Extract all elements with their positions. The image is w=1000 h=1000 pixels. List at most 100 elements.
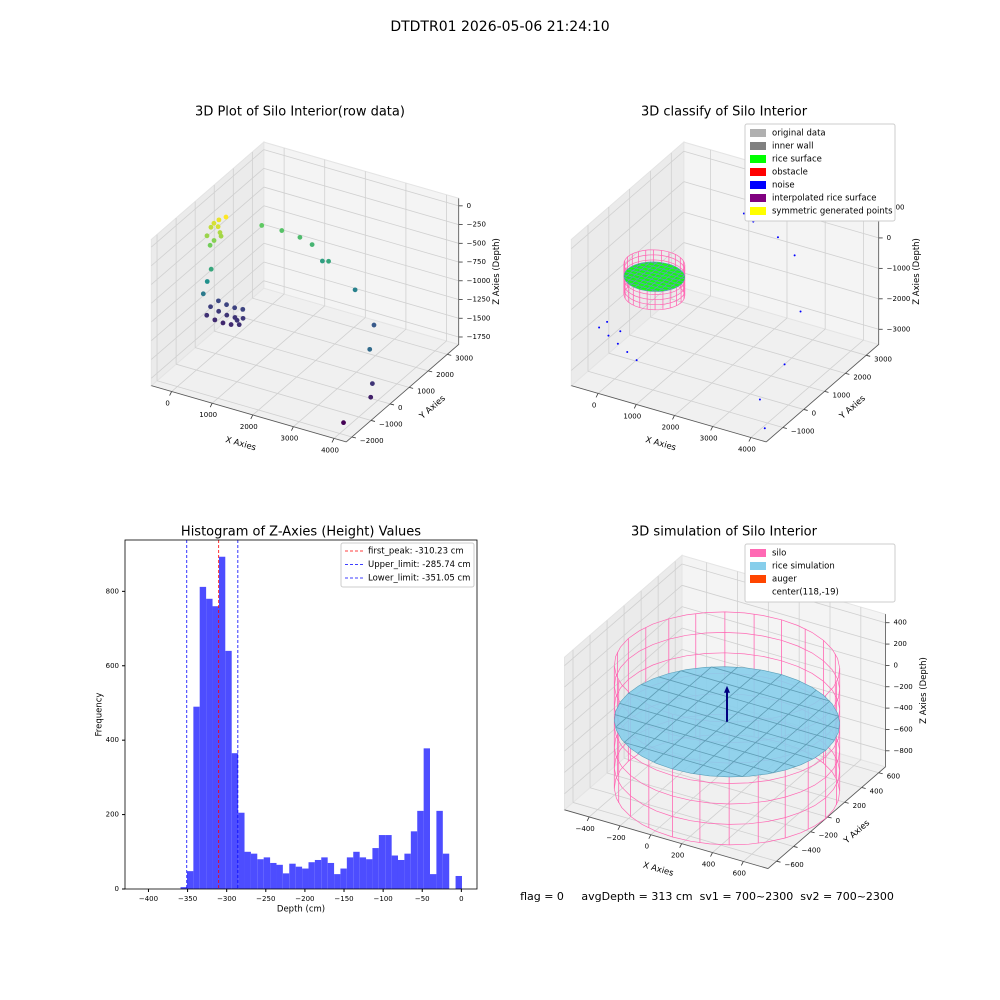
z-tick-label: −600 (894, 725, 913, 733)
axis-line (765, 344, 879, 443)
figure-title: DTDTR01 2026-05-06 21:24:10 (390, 19, 609, 35)
histogram-bar (257, 859, 264, 889)
y-tick-label: 2000 (436, 371, 454, 379)
data-point (606, 320, 609, 323)
grid-line (743, 759, 862, 862)
legend-patch (750, 575, 766, 583)
grid-line (333, 340, 447, 439)
grid-line (564, 606, 683, 709)
data-point (341, 420, 346, 426)
x-tick-label: 3000 (700, 434, 718, 442)
data-point (207, 242, 213, 248)
data-point (232, 305, 238, 311)
y-axis-label: Y Axies (417, 393, 448, 422)
legend-patch (750, 181, 766, 189)
histogram-bar (206, 598, 213, 889)
grid-line (151, 224, 265, 323)
grid-line (233, 314, 429, 372)
y-tick-label: 400 (870, 787, 883, 795)
grid-line (252, 317, 366, 416)
tick-mark (878, 772, 883, 775)
histogram-bar (372, 848, 379, 889)
x-tick-label: 2000 (662, 423, 680, 431)
tick-mark (844, 801, 849, 804)
tick-mark (776, 860, 781, 863)
rice-mesh (658, 270, 683, 292)
tick-mark (861, 787, 866, 789)
y-tick-label: 200 (853, 802, 866, 810)
z-tick-label: −800 (894, 747, 913, 755)
data-point (211, 238, 217, 243)
tick-mark (250, 414, 254, 420)
tick-mark (331, 438, 335, 443)
grid-line (650, 316, 846, 374)
z-tick-label: −1000 (467, 277, 491, 285)
y-tick-label: 2000 (853, 373, 871, 381)
grid-line (571, 150, 685, 249)
x-tick-label: −400 (139, 895, 158, 903)
data-point (297, 234, 303, 240)
legend-patch (750, 194, 766, 202)
grid-line (681, 627, 886, 688)
x-tick-label: −300 (217, 895, 236, 903)
grid-line (176, 363, 372, 421)
tick-mark (803, 409, 808, 411)
histogram-bar (321, 857, 328, 889)
panel-title: 3D simulation of Silo Interior (631, 525, 818, 540)
grid-line (712, 750, 831, 853)
tick-mark (740, 861, 744, 866)
grid-line (151, 149, 265, 248)
data-point (259, 223, 265, 228)
grid-line (681, 606, 886, 666)
grid-line (623, 757, 828, 818)
legend-label: Lower_limit: -351.05 cm (368, 574, 470, 584)
data-point (319, 258, 325, 264)
data-point (352, 287, 358, 293)
y-tick-label: −1000 (791, 427, 815, 435)
legend-label: symmetric generated points (772, 207, 893, 217)
z-tick-label: −750 (467, 258, 486, 266)
grid-line (195, 347, 391, 405)
rice-mesh (645, 265, 675, 291)
y-tick-label: −400 (802, 846, 821, 854)
grid-line (151, 261, 265, 360)
histogram-bar (308, 862, 315, 889)
x-tick-label: 2000 (240, 423, 258, 431)
data-point (234, 317, 240, 323)
tick-mark (748, 437, 752, 442)
x-tick-label: 0 (165, 400, 169, 408)
histogram-bar (244, 851, 251, 889)
axis-line (564, 809, 769, 869)
legend-box (744, 543, 896, 603)
grid-line (571, 181, 685, 280)
grid-line (750, 339, 864, 438)
tick-mark (595, 393, 599, 398)
rice-mesh (693, 680, 801, 775)
histogram-bar (289, 863, 296, 889)
grid-line (681, 584, 886, 645)
tick-mark (648, 834, 652, 839)
axis-line (571, 385, 767, 443)
tick-mark (291, 426, 294, 431)
grid-line (263, 205, 459, 263)
x-tick-label: 600 (733, 869, 746, 877)
panel-title: 3D classify of Silo Interior (641, 105, 808, 120)
tick-mark (428, 370, 433, 373)
data-point (215, 224, 221, 230)
grid-line (589, 787, 794, 847)
grid-line (252, 297, 448, 355)
data-point (236, 322, 242, 328)
legend-label: original data (772, 129, 826, 139)
histogram-bar (417, 810, 424, 889)
z-tick-label: −200 (894, 683, 913, 691)
histogram-bar (314, 859, 322, 889)
data-point (204, 312, 210, 318)
data-point (367, 346, 373, 352)
grid-line (214, 330, 410, 388)
tick-mark (389, 403, 395, 406)
y-tick-label: 0 (115, 885, 119, 893)
y-tick-label: 3000 (455, 354, 473, 362)
z-axis-label: Z Axies (Depth) (912, 238, 922, 305)
x-tick-label: 1000 (199, 411, 217, 419)
